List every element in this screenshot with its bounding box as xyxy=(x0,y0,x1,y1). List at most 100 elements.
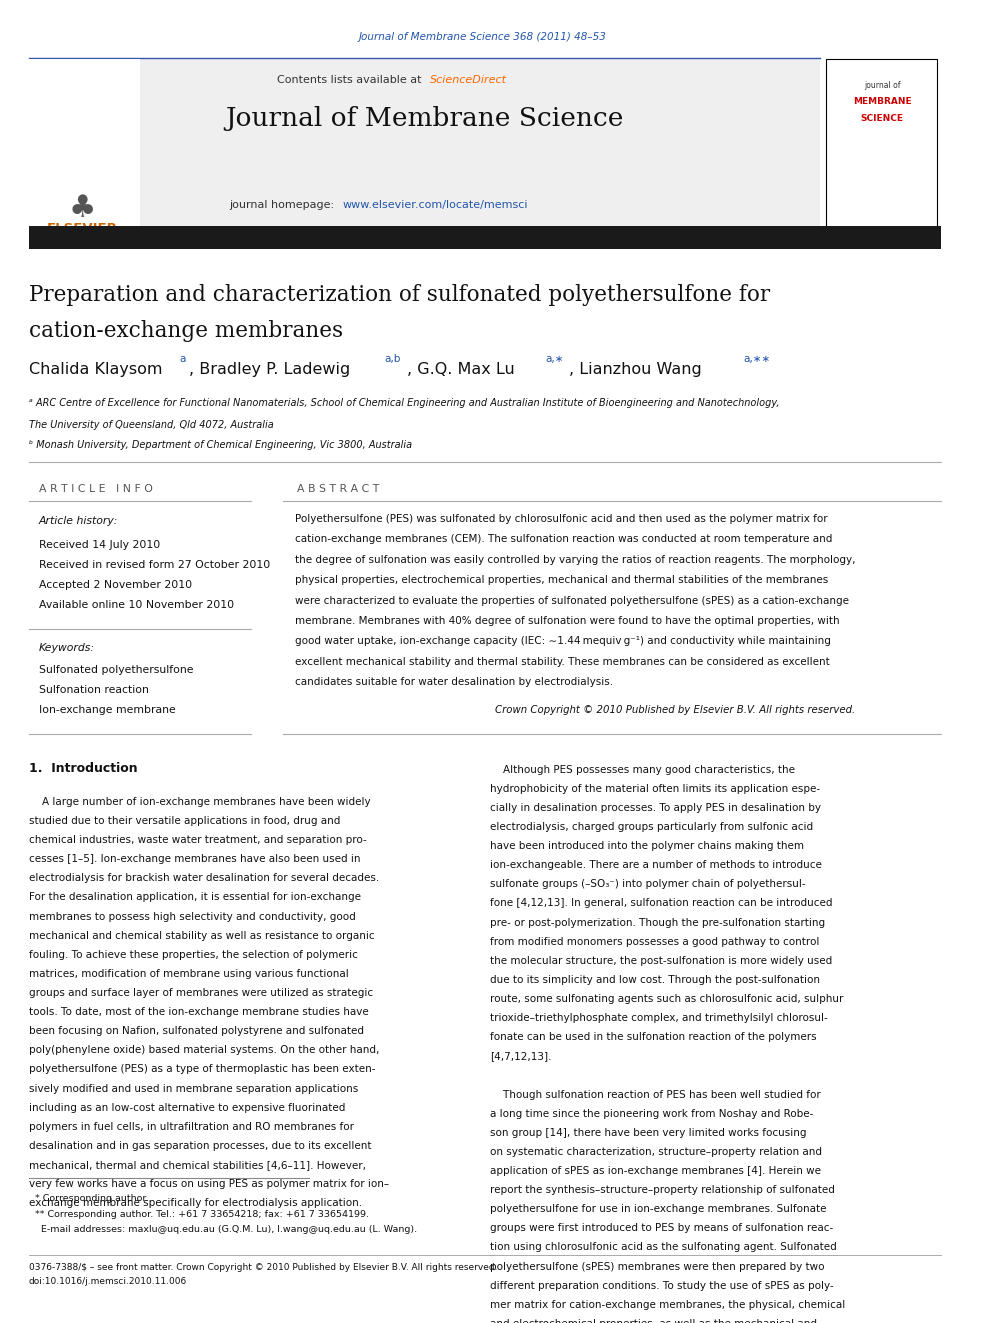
Text: on systematic characterization, structure–property relation and: on systematic characterization, structur… xyxy=(490,1147,822,1156)
Text: cesses [1–5]. Ion-exchange membranes have also been used in: cesses [1–5]. Ion-exchange membranes hav… xyxy=(29,855,360,864)
Text: A large number of ion-exchange membranes have been widely: A large number of ion-exchange membranes… xyxy=(29,796,371,807)
Text: different preparation conditions. To study the use of sPES as poly-: different preparation conditions. To stu… xyxy=(490,1281,834,1291)
Text: journal of: journal of xyxy=(864,81,901,90)
Text: groups and surface layer of membranes were utilized as strategic: groups and surface layer of membranes we… xyxy=(29,988,373,998)
Text: cation-exchange membranes: cation-exchange membranes xyxy=(29,320,343,343)
Text: a,∗: a,∗ xyxy=(546,353,563,364)
Text: electrodialysis for brackish water desalination for several decades.: electrodialysis for brackish water desal… xyxy=(29,873,379,884)
Text: have been introduced into the polymer chains making them: have been introduced into the polymer ch… xyxy=(490,841,805,851)
Text: A R T I C L E   I N F O: A R T I C L E I N F O xyxy=(39,484,153,495)
Text: Journal of Membrane Science 368 (2011) 48–53: Journal of Membrane Science 368 (2011) 4… xyxy=(358,32,606,42)
Text: from modified monomers possesses a good pathway to control: from modified monomers possesses a good … xyxy=(490,937,819,947)
Text: including as an low-cost alternative to expensive fluorinated: including as an low-cost alternative to … xyxy=(29,1102,345,1113)
Text: fouling. To achieve these properties, the selection of polymeric: fouling. To achieve these properties, th… xyxy=(29,950,358,959)
Text: Crown Copyright © 2010 Published by Elsevier B.V. All rights reserved.: Crown Copyright © 2010 Published by Else… xyxy=(495,705,856,716)
Text: Chalida Klaysom: Chalida Klaysom xyxy=(29,361,163,377)
Text: ** Corresponding author. Tel.: +61 7 33654218; fax: +61 7 33654199.: ** Corresponding author. Tel.: +61 7 336… xyxy=(29,1209,369,1218)
Text: Accepted 2 November 2010: Accepted 2 November 2010 xyxy=(39,579,191,590)
Text: The University of Queensland, Qld 4072, Australia: The University of Queensland, Qld 4072, … xyxy=(29,419,274,430)
Text: [4,7,12,13].: [4,7,12,13]. xyxy=(490,1052,552,1061)
Text: candidates suitable for water desalination by electrodialysis.: candidates suitable for water desalinati… xyxy=(296,677,613,687)
Text: membranes to possess high selectivity and conductivity, good: membranes to possess high selectivity an… xyxy=(29,912,356,922)
Bar xyxy=(826,60,937,230)
Text: a long time since the pioneering work from Noshay and Robe-: a long time since the pioneering work fr… xyxy=(490,1109,813,1119)
Text: due to its simplicity and low cost. Through the post-sulfonation: due to its simplicity and low cost. Thro… xyxy=(490,975,820,984)
Text: journal homepage:: journal homepage: xyxy=(229,200,337,210)
Text: sulfonate groups (–SO₃⁻) into polymer chain of polyethersul-: sulfonate groups (–SO₃⁻) into polymer ch… xyxy=(490,880,806,889)
Text: polyethersulfone (sPES) membranes were then prepared by two: polyethersulfone (sPES) membranes were t… xyxy=(490,1262,824,1271)
Text: Although PES possesses many good characteristics, the: Although PES possesses many good charact… xyxy=(490,765,796,775)
Text: were characterized to evaluate the properties of sulfonated polyethersulfone (sP: were characterized to evaluate the prope… xyxy=(296,595,849,606)
Text: ion-exchangeable. There are a number of methods to introduce: ion-exchangeable. There are a number of … xyxy=(490,860,822,871)
Text: report the synthesis–structure–property relationship of sulfonated: report the synthesis–structure–property … xyxy=(490,1185,835,1195)
Text: , G.Q. Max Lu: , G.Q. Max Lu xyxy=(408,361,515,377)
Text: polyethersulfone (PES) as a type of thermoplastic has been exten-: polyethersulfone (PES) as a type of ther… xyxy=(29,1065,375,1074)
Text: fonate can be used in the sulfonation reaction of the polymers: fonate can be used in the sulfonation re… xyxy=(490,1032,816,1043)
Text: the degree of sulfonation was easily controlled by varying the ratios of reactio: the degree of sulfonation was easily con… xyxy=(296,554,856,565)
Text: cially in desalination processes. To apply PES in desalination by: cially in desalination processes. To app… xyxy=(490,803,821,812)
Text: very few works have a focus on using PES as polymer matrix for ion–: very few works have a focus on using PES… xyxy=(29,1179,389,1189)
Text: SCIENCE: SCIENCE xyxy=(860,114,904,123)
Text: doi:10.1016/j.memsci.2010.11.006: doi:10.1016/j.memsci.2010.11.006 xyxy=(29,1277,187,1286)
Text: mechanical and chemical stability as well as resistance to organic: mechanical and chemical stability as wel… xyxy=(29,930,375,941)
Bar xyxy=(29,226,941,249)
Text: ScienceDirect: ScienceDirect xyxy=(430,75,507,85)
Text: a: a xyxy=(180,353,186,364)
Text: Preparation and characterization of sulfonated polyethersulfone for: Preparation and characterization of sulf… xyxy=(29,284,770,306)
Text: pre- or post-polymerization. Though the pre-sulfonation starting: pre- or post-polymerization. Though the … xyxy=(490,918,825,927)
Text: mechanical, thermal and chemical stabilities [4,6–11]. However,: mechanical, thermal and chemical stabili… xyxy=(29,1160,366,1170)
Text: ᵃ ARC Centre of Excellence for Functional Nanomaterials, School of Chemical Engi: ᵃ ARC Centre of Excellence for Functiona… xyxy=(29,398,780,407)
Text: a,∗∗: a,∗∗ xyxy=(743,353,771,364)
Text: Article history:: Article history: xyxy=(39,516,118,527)
Text: 1.  Introduction: 1. Introduction xyxy=(29,762,138,775)
Text: ♣: ♣ xyxy=(68,193,95,222)
Text: studied due to their versatile applications in food, drug and: studied due to their versatile applicati… xyxy=(29,816,340,826)
Bar xyxy=(29,58,820,226)
Text: Ion-exchange membrane: Ion-exchange membrane xyxy=(39,705,176,714)
Text: , Bradley P. Ladewig: , Bradley P. Ladewig xyxy=(189,361,350,377)
Text: Available online 10 November 2010: Available online 10 November 2010 xyxy=(39,599,234,610)
Text: chemical industries, waste water treatment, and separation pro-: chemical industries, waste water treatme… xyxy=(29,835,367,845)
Text: , Lianzhou Wang: , Lianzhou Wang xyxy=(569,361,702,377)
Text: ELSEVIER: ELSEVIER xyxy=(47,222,117,235)
Text: a,b: a,b xyxy=(384,353,401,364)
Text: and electrochemical properties, as well as the mechanical and: and electrochemical properties, as well … xyxy=(490,1319,817,1323)
Text: trioxide–triethylphosphate complex, and trimethylsilyl chlorosul-: trioxide–triethylphosphate complex, and … xyxy=(490,1013,828,1023)
Text: cation-exchange membranes (CEM). The sulfonation reaction was conducted at room : cation-exchange membranes (CEM). The sul… xyxy=(296,534,832,544)
Text: Contents lists available at: Contents lists available at xyxy=(277,75,425,85)
Text: excellent mechanical stability and thermal stability. These membranes can be con: excellent mechanical stability and therm… xyxy=(296,656,830,667)
Text: exchange membrane specifically for electrodialysis application.: exchange membrane specifically for elect… xyxy=(29,1199,362,1208)
Text: application of sPES as ion-exchange membranes [4]. Herein we: application of sPES as ion-exchange memb… xyxy=(490,1166,821,1176)
Text: tion using chlorosulfonic acid as the sulfonating agent. Sulfonated: tion using chlorosulfonic acid as the su… xyxy=(490,1242,837,1253)
Text: Sulfonation reaction: Sulfonation reaction xyxy=(39,685,149,695)
Text: hydrophobicity of the material often limits its application espe-: hydrophobicity of the material often lim… xyxy=(490,783,820,794)
Text: physical properties, electrochemical properties, mechanical and thermal stabilit: physical properties, electrochemical pro… xyxy=(296,576,828,585)
Text: groups were first introduced to PES by means of sulfonation reac-: groups were first introduced to PES by m… xyxy=(490,1224,833,1233)
Text: electrodialysis, charged groups particularly from sulfonic acid: electrodialysis, charged groups particul… xyxy=(490,822,813,832)
Text: Keywords:: Keywords: xyxy=(39,643,94,654)
Text: Polyethersulfone (PES) was sulfonated by chlorosulfonic acid and then used as th: Polyethersulfone (PES) was sulfonated by… xyxy=(296,513,828,524)
Text: poly(phenylene oxide) based material systems. On the other hand,: poly(phenylene oxide) based material sys… xyxy=(29,1045,379,1056)
Text: been focusing on Nafion, sulfonated polystyrene and sulfonated: been focusing on Nafion, sulfonated poly… xyxy=(29,1027,364,1036)
Text: the molecular structure, the post-sulfonation is more widely used: the molecular structure, the post-sulfon… xyxy=(490,955,832,966)
Text: polymers in fuel cells, in ultrafiltration and RO membranes for: polymers in fuel cells, in ultrafiltrati… xyxy=(29,1122,354,1131)
Text: * Corresponding author.: * Corresponding author. xyxy=(29,1195,149,1204)
Text: matrices, modification of membrane using various functional: matrices, modification of membrane using… xyxy=(29,968,349,979)
Text: route, some sulfonating agents such as chlorosulfonic acid, sulphur: route, some sulfonating agents such as c… xyxy=(490,994,843,1004)
Text: 0376-7388/$ – see front matter. Crown Copyright © 2010 Published by Elsevier B.V: 0376-7388/$ – see front matter. Crown Co… xyxy=(29,1262,497,1271)
Text: For the desalination application, it is essential for ion-exchange: For the desalination application, it is … xyxy=(29,893,361,902)
Text: tools. To date, most of the ion-exchange membrane studies have: tools. To date, most of the ion-exchange… xyxy=(29,1007,369,1017)
Bar xyxy=(29,60,140,230)
Text: good water uptake, ion-exchange capacity (IEC: ∼1.44 mequiv g⁻¹) and conductivit: good water uptake, ion-exchange capacity… xyxy=(296,636,831,647)
Text: www.elsevier.com/locate/memsci: www.elsevier.com/locate/memsci xyxy=(342,200,528,210)
Text: Though sulfonation reaction of PES has been well studied for: Though sulfonation reaction of PES has b… xyxy=(490,1090,821,1099)
Text: Journal of Membrane Science: Journal of Membrane Science xyxy=(225,106,624,131)
Text: membrane. Membranes with 40% degree of sulfonation were found to have the optima: membrane. Membranes with 40% degree of s… xyxy=(296,617,840,626)
Text: mer matrix for cation-exchange membranes, the physical, chemical: mer matrix for cation-exchange membranes… xyxy=(490,1299,845,1310)
Text: Received 14 July 2010: Received 14 July 2010 xyxy=(39,540,160,550)
Text: sively modified and used in membrane separation applications: sively modified and used in membrane sep… xyxy=(29,1084,358,1094)
Text: E-mail addresses: maxlu@uq.edu.au (G.Q.M. Lu), l.wang@uq.edu.au (L. Wang).: E-mail addresses: maxlu@uq.edu.au (G.Q.M… xyxy=(29,1225,417,1234)
Text: MEMBRANE: MEMBRANE xyxy=(853,97,912,106)
Text: son group [14], there have been very limited works focusing: son group [14], there have been very lim… xyxy=(490,1127,806,1138)
Text: fone [4,12,13]. In general, sulfonation reaction can be introduced: fone [4,12,13]. In general, sulfonation … xyxy=(490,898,832,909)
